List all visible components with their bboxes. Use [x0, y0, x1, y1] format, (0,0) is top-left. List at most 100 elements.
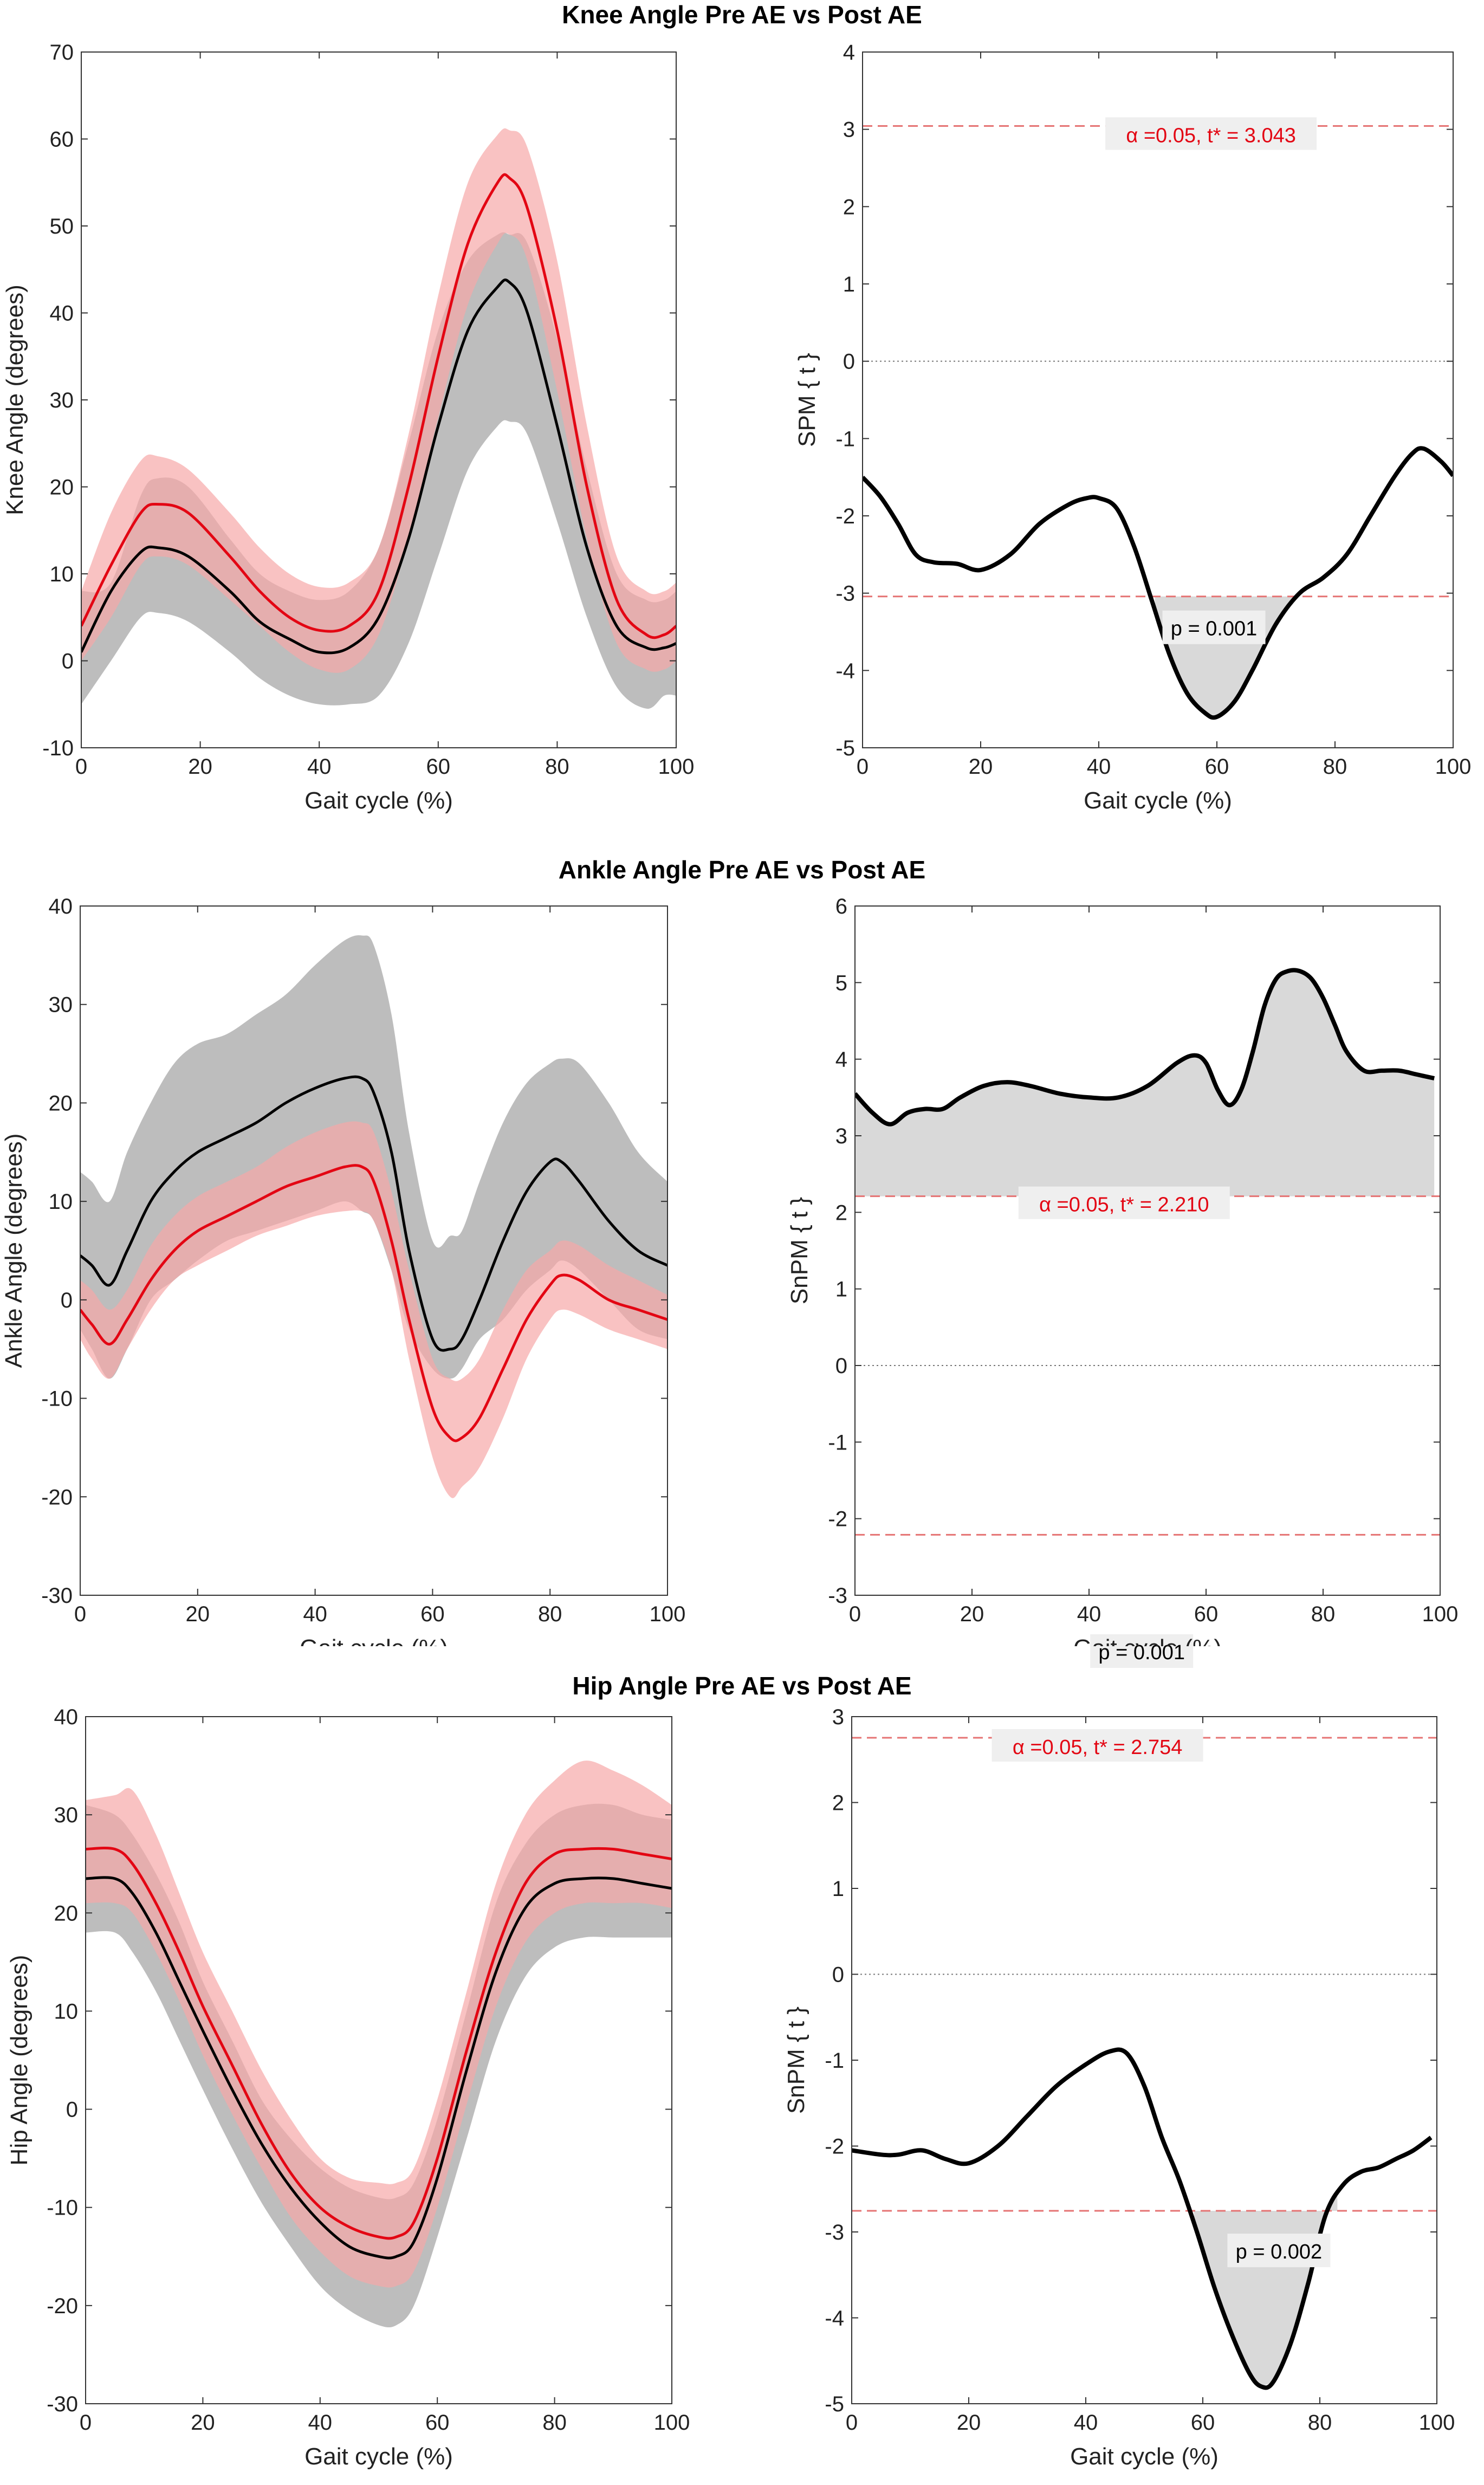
- knee-left-plot-content: [81, 128, 676, 709]
- knee-left-xtick-label-2: 40: [307, 755, 332, 779]
- hip-right-ytick-label-2: -3: [825, 2221, 844, 2244]
- ankle-left-mean-line-post: [80, 1164, 668, 1442]
- hip-left-ytick-label-6: 30: [54, 1803, 79, 1827]
- ankle-right-cluster-0: [855, 970, 1435, 1196]
- knee-right-xtick-label-1: 20: [969, 755, 993, 779]
- ankle-left-xtick-label-2: 40: [303, 1602, 327, 1626]
- ankle-right-ytick-label-6: 3: [835, 1124, 847, 1148]
- knee-right-ytick-label-6: 1: [843, 273, 855, 296]
- ankle-right-xtick-label-1: 20: [960, 1602, 984, 1626]
- hip-right-threshold-label: α =0.05, t* = 2.754: [1013, 1736, 1183, 1759]
- hip-right-xlabel: Gait cycle (%): [1070, 2443, 1219, 2470]
- knee-right-ytick-label-5: 0: [843, 350, 855, 374]
- hip-left-xtick-label-1: 20: [191, 2411, 215, 2435]
- hip-right-threshold-label-box: [992, 1729, 1203, 1762]
- hip-left-xtick-label-5: 100: [654, 2411, 690, 2435]
- knee-left-ytick-label-8: 70: [50, 41, 74, 64]
- hip-right-xtick-label-2: 40: [1074, 2411, 1098, 2435]
- knee-right-ytick-label-3: -2: [835, 504, 855, 528]
- knee-right-ytick-label-0: -5: [835, 736, 855, 760]
- hip-left-axes: 0 20 40 60 80 100 -30 -20 -10 0 10 20 30 40 Gait cycle…: [6, 1705, 690, 2470]
- hip-right-xtick-label-4: 80: [1308, 2411, 1332, 2435]
- ankle-left-xtick-label-1: 20: [186, 1602, 210, 1626]
- ankle-right-ytick-label-9: 6: [835, 895, 847, 918]
- hip-right-plot-area: [852, 1717, 1437, 2404]
- hip-right-ytick-label-7: 2: [832, 1791, 844, 1815]
- ankle-right-ytick-label-4: 1: [835, 1278, 847, 1302]
- hip-left-ytick-label-2: -10: [47, 2196, 78, 2220]
- knee-right-threshold-label-box: [1105, 117, 1317, 150]
- ankle-right-cluster-p-label-0: p = 0.001: [1098, 1641, 1185, 1664]
- ankle-left-ylabel: Ankle Angle (degrees): [1, 1134, 27, 1368]
- hip-left-ytick-label-5: 20: [54, 1901, 79, 1925]
- ankle-left-plot-content: [80, 935, 668, 1498]
- hip-right-cluster-p-label-0: p = 0.002: [1236, 2241, 1323, 2263]
- hip-right-xtick-label-3: 60: [1191, 2411, 1215, 2435]
- hip-left-mean-line-pre: [86, 1876, 672, 2260]
- ankle-left-axes: 0 20 40 60 80 100 -30 -20 -10 0 10 20 30 40 Gait cycle…: [1, 895, 685, 1661]
- knee-left-xtick-label-1: 20: [188, 755, 212, 779]
- ankle-right-threshold-label: α =0.05, t* = 2.210: [1039, 1194, 1209, 1216]
- hip-right-cluster-p-box-0: [1227, 2234, 1331, 2268]
- ankle-left-ytick-label-0: -30: [41, 1584, 73, 1608]
- hip-left-ytick-label-3: 0: [66, 2098, 78, 2122]
- knee-left-ytick-label-0: -10: [42, 736, 74, 760]
- hip-right-xtick-label-1: 20: [957, 2411, 981, 2435]
- knee-right-xlabel: Gait cycle (%): [1084, 787, 1232, 814]
- knee-right-cluster-p-box-0: [1162, 610, 1266, 644]
- knee-right-ytick-label-7: 2: [843, 195, 855, 219]
- ankle-left-ytick-label-5: 20: [49, 1091, 73, 1115]
- hip-right-spm-curve: [852, 2047, 1433, 2390]
- hip-left-ytick-label-4: 10: [54, 1999, 79, 2023]
- knee-right-xtick-label-4: 80: [1323, 755, 1347, 779]
- ankle-right-xtick-label-2: 40: [1077, 1602, 1101, 1626]
- ankle-left-axes-frame: [80, 905, 668, 1596]
- ankle-left-xlabel: Gait cycle (%): [300, 1635, 448, 1661]
- knee-right-ytick-label-4: -1: [835, 427, 855, 451]
- knee-right-ylabel: SPM { t }: [794, 353, 820, 447]
- hip-left-xtick-label-0: 0: [80, 2411, 92, 2435]
- hip-left-axes-frame: [85, 1716, 672, 2404]
- hip-left-xtick-label-2: 40: [308, 2411, 333, 2435]
- hip-left-mean-line-post: [86, 1847, 672, 2240]
- knee-right-ytick-label-2: -3: [835, 582, 855, 606]
- knee-left-ytick-label-3: 20: [50, 476, 74, 500]
- hip-panel-title: Hip Angle Pre AE vs Post AE: [572, 1672, 912, 1700]
- ankle-left-ytick-label-6: 30: [49, 993, 73, 1017]
- ankle-panel-title: Ankle Angle Pre AE vs Post AE: [558, 856, 926, 884]
- hip-right-ylabel: SnPM { t }: [783, 2007, 809, 2114]
- knee-right-axes-frame: [862, 51, 1454, 748]
- hip-right-ytick-label-1: -4: [825, 2307, 844, 2331]
- ankle-right-xtick-label-0: 0: [849, 1602, 861, 1626]
- hip-right-ytick-label-3: -2: [825, 2135, 844, 2159]
- knee-right-xtick-label-3: 60: [1205, 755, 1229, 779]
- hip-right-axes: α =0.05, t* = 2.754 p = 0.002 0 20 40 60 80 100…: [783, 1705, 1455, 2470]
- hip-left-ytick-label-0: -30: [47, 2392, 78, 2416]
- ankle-left-mean-line-pre: [80, 1075, 668, 1352]
- ankle-left-ytick-label-4: 10: [49, 1190, 73, 1214]
- ankle-left-xtick-label-4: 80: [538, 1602, 562, 1626]
- ankle-left-xtick-label-3: 60: [420, 1602, 445, 1626]
- hip-left-xlabel: Gait cycle (%): [304, 2443, 453, 2470]
- knee-left-ytick-label-2: 10: [50, 562, 74, 586]
- knee-right-ytick-label-8: 3: [843, 118, 855, 142]
- knee-left-xtick-label-4: 80: [545, 755, 569, 779]
- knee-left-band-post: [81, 128, 676, 673]
- knee-left-ylabel: Knee Angle (degrees): [2, 284, 28, 515]
- knee-right-spm-curve: [863, 446, 1453, 720]
- hip-left-ylabel: Hip Angle (degrees): [6, 1955, 33, 2166]
- ankle-right-axes-frame: [854, 905, 1441, 1596]
- hip-right-xtick-label-5: 100: [1419, 2411, 1455, 2435]
- hip-left-ytick-label-1: -20: [47, 2294, 78, 2318]
- hip-right-ytick-label-5: 0: [832, 1963, 844, 1987]
- hip-left-xtick-label-3: 60: [425, 2411, 450, 2435]
- ankle-right-ytick-label-1: -2: [828, 1507, 847, 1531]
- ankle-right-ytick-label-7: 4: [835, 1048, 847, 1072]
- hip-right-ytick-label-8: 3: [832, 1705, 844, 1729]
- ankle-left-ytick-label-2: -10: [41, 1387, 73, 1411]
- knee-panel-title: Knee Angle Pre AE vs Post AE: [562, 1, 922, 29]
